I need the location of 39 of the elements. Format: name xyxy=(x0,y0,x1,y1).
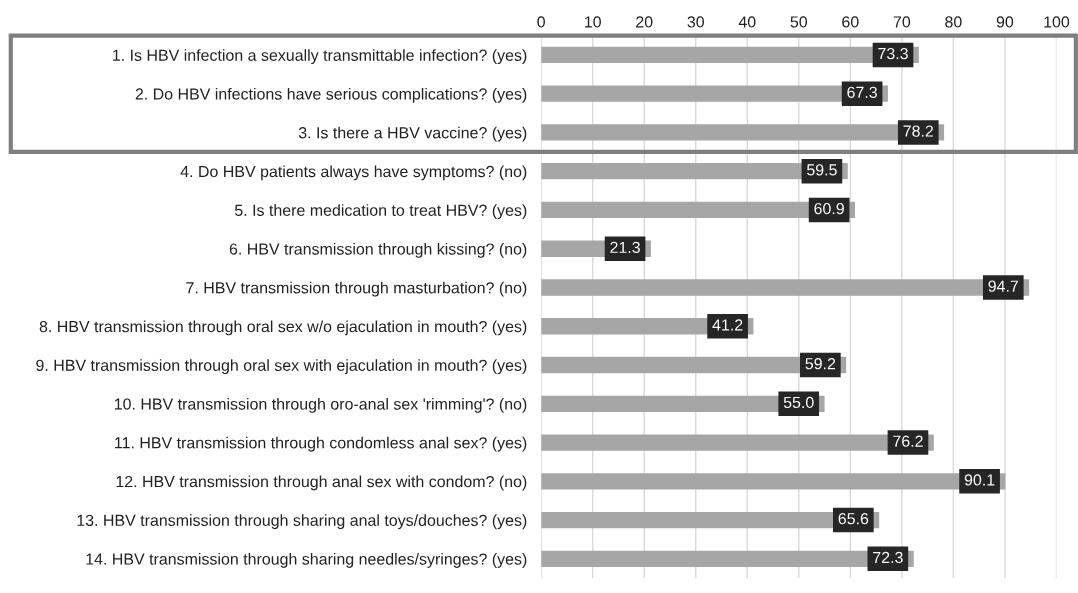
data-label: 67.3 xyxy=(847,86,877,98)
x-tick-label: 50 xyxy=(790,16,808,28)
data-label: 94.7 xyxy=(988,280,1019,292)
y-tick-label: 1. Is HBV infection a sexually transmittable infection? (yes) xyxy=(113,49,527,65)
y-tick-label: 5. Is there medication to treat HBV? (yes) xyxy=(234,204,527,220)
data-label: 59.5 xyxy=(807,164,837,176)
y-tick-label: 13. HBV transmission through sharing anal toys/douches? (yes) xyxy=(77,514,527,530)
y-tick-label: 2. Do HBV infections have serious complications? (yes) xyxy=(135,87,527,103)
data-label: 55.0 xyxy=(783,396,814,409)
data-label: 65.6 xyxy=(838,513,869,525)
y-tick-label: 7. HBV transmission through masturbation? (no) xyxy=(186,281,527,297)
y-tick-label: 8. HBV transmission through oral sex w/o ejaculation in mouth? (yes) xyxy=(39,320,527,336)
y-tick-label: 3. Is there a HBV vaccine? (yes) xyxy=(298,126,527,142)
data-label: 60.9 xyxy=(814,202,844,215)
data-label: 73.3 xyxy=(878,47,908,60)
data-label: 41.2 xyxy=(712,319,743,331)
data-label: 72.3 xyxy=(873,551,903,564)
data-label: 59.2 xyxy=(805,357,836,370)
y-tick-label: 6. HBV transmission through kissing? (no) xyxy=(229,242,527,258)
x-tick-label: 30 xyxy=(687,16,704,28)
y-tick-label: 14. HBV transmission through sharing needles/syringes? (yes) xyxy=(86,553,527,568)
y-tick-label: 12. HBV transmission through anal sex with condom? (no) xyxy=(116,475,527,491)
data-label: 76.2 xyxy=(893,435,923,447)
x-tick-label: 70 xyxy=(893,16,911,28)
data-label: 21.3 xyxy=(610,241,640,254)
y-tick-label: 10. HBV transmission through oro-anal sex 'rimming'? (no) xyxy=(114,397,527,413)
x-tick-label: 0 xyxy=(537,16,545,28)
x-tick-label: 90 xyxy=(996,16,1014,28)
x-tick-label: 60 xyxy=(842,16,859,28)
x-tick-label: 40 xyxy=(738,16,756,28)
x-tick-label: 100 xyxy=(1044,16,1070,28)
x-tick-label: 20 xyxy=(636,16,653,28)
y-tick-label: 9. HBV transmission through oral sex with ejaculation in mouth? (yes) xyxy=(36,359,527,375)
x-tick-label: 80 xyxy=(945,16,962,28)
data-label: 90.1 xyxy=(964,474,995,486)
data-label: 78.2 xyxy=(903,125,933,137)
y-tick-label: 4. Do HBV patients always have symptoms? (no) xyxy=(180,165,527,181)
x-tick-label: 10 xyxy=(585,16,601,28)
y-tick-label: 11. HBV transmission through condomless anal sex? (yes) xyxy=(115,436,527,452)
